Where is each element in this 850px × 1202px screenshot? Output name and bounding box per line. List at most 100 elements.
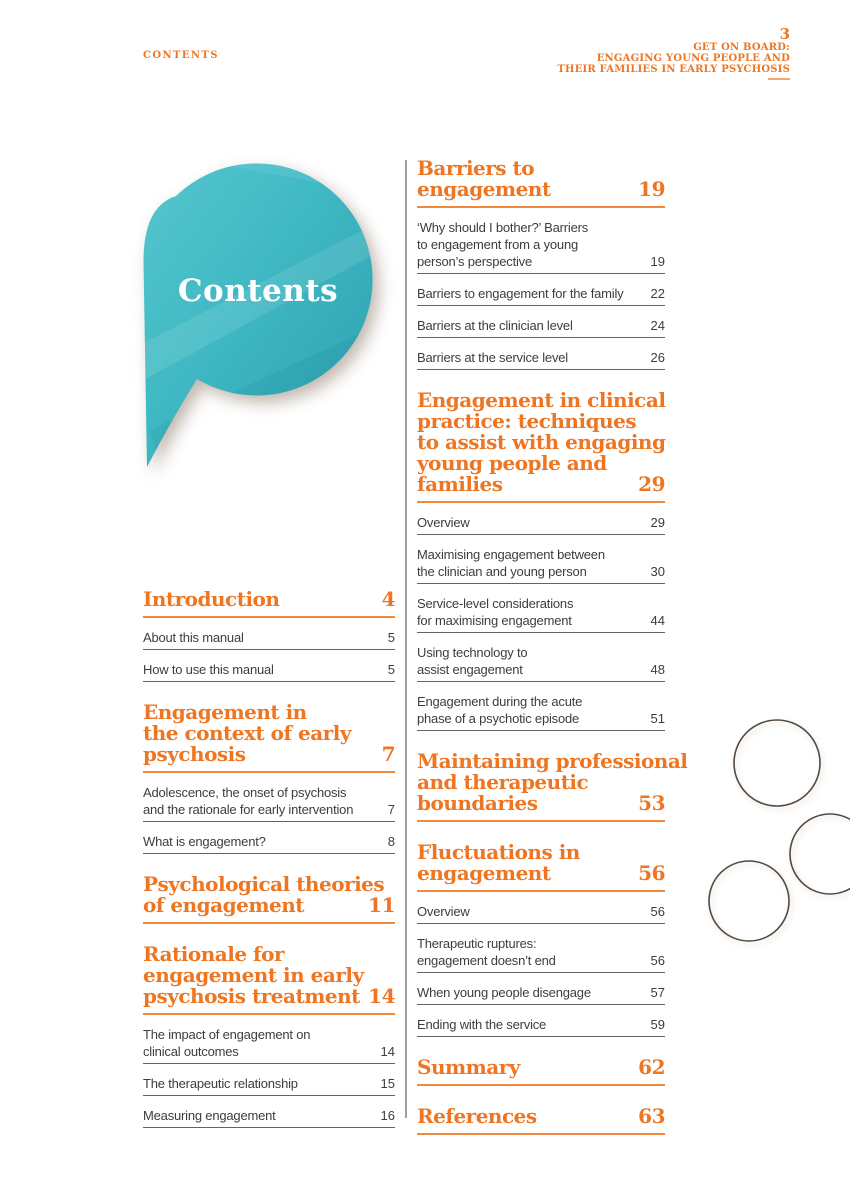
toc-entry-label: The impact of engagement on clinical outc… [143, 1026, 311, 1060]
toc-entry-label-line: engagement doesn’t end [417, 953, 556, 968]
toc-entry-label-line: Barriers at the clinician level [417, 318, 573, 333]
toc-heading-page-number: 53 [638, 791, 665, 815]
toc-entry-label: About this manual [143, 629, 244, 646]
toc-heading-page-number: 56 [638, 861, 665, 885]
toc-heading-text: engagement [417, 177, 551, 201]
toc-section-heading[interactable]: Engagement in the context of early psychos… [143, 702, 396, 773]
toc-heading-text: Rationale for [143, 942, 284, 966]
toc-entry-page-number: 14 [380, 1044, 395, 1059]
toc-entry[interactable]: ‘Why should I bother?’ Barriers to engage… [417, 219, 665, 274]
toc-section-heading[interactable]: References 63 [417, 1106, 665, 1135]
toc-entry-label: Overview [417, 903, 470, 920]
toc-section-heading[interactable]: Maintaining professional and therapeutic b… [417, 751, 688, 822]
toc-section: Fluctuations in engagement 56 Overview 56 The… [417, 842, 665, 1037]
toc-entry[interactable]: Overview 29 [417, 514, 665, 535]
toc-heading-text: Engagement in clinical [417, 388, 666, 412]
decorative-circle [733, 719, 821, 807]
toc-entry[interactable]: Adolescence, the onset of psychosis and t… [143, 784, 395, 822]
toc-entry[interactable]: How to use this manual 5 [143, 661, 395, 682]
toc-entry-page-number: 44 [650, 613, 665, 628]
toc-entry-label-line: About this manual [143, 630, 244, 645]
toc-section-heading[interactable]: Fluctuations in engagement 56 [417, 842, 665, 892]
toc-heading-line: engagement 19 [417, 179, 665, 200]
toc-section: Engagement in the context of early psychos… [143, 702, 396, 854]
toc-entry[interactable]: Barriers at the service level 26 [417, 349, 665, 370]
toc-entry-label-line: Overview [417, 515, 470, 530]
toc-entry-label-line: Overview [417, 904, 470, 919]
toc-entry-label-line: the clinician and young person [417, 564, 587, 579]
toc-heading-text: families [417, 472, 503, 496]
toc-section: Summary 62 [417, 1057, 665, 1086]
toc-section: Psychological theories of engagement 11 [143, 874, 395, 924]
toc-entry[interactable]: Ending with the service 59 [417, 1016, 665, 1037]
toc-entry[interactable]: Barriers to engagement for the family 22 [417, 285, 665, 306]
page-number: 3 [779, 25, 790, 43]
toc-heading-line: Summary 62 [417, 1057, 665, 1078]
toc-entry-page-number: 5 [387, 662, 395, 677]
toc-entry[interactable]: The therapeutic relationship 15 [143, 1075, 395, 1096]
toc-entry-label-line: Adolescence, the onset of psychosis [143, 785, 347, 800]
toc-entry-label: Maximising engagement between the clinici… [417, 546, 605, 580]
toc-section-heading[interactable]: Summary 62 [417, 1057, 665, 1086]
toc-heading-line: Introduction 4 [143, 589, 396, 610]
toc-heading-text: engagement [417, 861, 551, 885]
toc-entry-label-line: How to use this manual [143, 662, 274, 677]
toc-heading-line: Rationale for [143, 944, 395, 965]
toc-entry-label-line: Therapeutic ruptures: [417, 936, 537, 951]
toc-entry-label: Adolescence, the onset of psychosis and t… [143, 784, 353, 818]
toc-section-heading[interactable]: Introduction 4 [143, 589, 396, 618]
document-title-line: THEIR FAMILIES IN EARLY PSYCHOSIS [557, 64, 790, 75]
decorative-circle [789, 813, 850, 895]
toc-entry[interactable]: What is engagement? 8 [143, 833, 395, 854]
toc-heading-line: psychosis 7 [143, 744, 396, 765]
toc-heading-text: engagement in early [143, 963, 364, 987]
toc-entry-label-line: Using technology to [417, 645, 528, 660]
toc-entry-label: Ending with the service [417, 1016, 546, 1033]
toc-entry[interactable]: The impact of engagement on clinical outc… [143, 1026, 395, 1064]
toc-entry[interactable]: When young people disengage 57 [417, 984, 665, 1005]
toc-entry[interactable]: Barriers at the clinician level 24 [417, 317, 665, 338]
document-title-line: ENGAGING YOUNG PEOPLE AND [596, 53, 790, 64]
toc-entry-page-number: 59 [650, 1017, 665, 1032]
running-header-label: CONTENTS [143, 50, 219, 61]
page-title: Contents [178, 273, 338, 309]
toc-entry[interactable]: Engagement during the acute phase of a ps… [417, 693, 665, 731]
toc-heading-text: boundaries [417, 791, 538, 815]
toc-entry[interactable]: Service-level considerations for maximisi… [417, 595, 665, 633]
toc-entry-page-number: 30 [650, 564, 665, 579]
toc-entry-label: The therapeutic relationship [143, 1075, 298, 1092]
toc-entry-label-line: and the rationale for early intervention [143, 802, 354, 817]
toc-heading-line: Engagement in [143, 702, 395, 723]
toc-entry[interactable]: Therapeutic ruptures: engagement doesn’t … [417, 935, 665, 973]
toc-heading-line: Fluctuations in [417, 842, 665, 863]
toc-section-heading[interactable]: Psychological theories of engagement 11 [143, 874, 395, 924]
toc-section-heading[interactable]: Engagement in clinical practice: techniqu… [417, 388, 666, 503]
toc-entry-label: Therapeutic ruptures: engagement doesn’t … [417, 935, 556, 969]
toc-entry-page-number: 48 [650, 662, 665, 677]
toc-entry-label-line: Barriers at the service level [417, 350, 568, 365]
toc-entry[interactable]: Maximising engagement between the clinici… [417, 546, 665, 584]
toc-entry-page-number: 16 [380, 1108, 395, 1123]
toc-entry-page-number: 51 [650, 711, 665, 726]
toc-entry-label: Using technology to assist engagement [417, 644, 528, 678]
column-divider [405, 160, 407, 1118]
toc-entry-label: When young people disengage [417, 984, 591, 1001]
speech-bubble-shape [143, 163, 373, 468]
toc-entry[interactable]: Measuring engagement 16 [143, 1107, 395, 1128]
toc-section-heading[interactable]: Rationale for engagement in early psychosi… [143, 944, 395, 1015]
toc-entry-label-line: Barriers to engagement for the family [417, 286, 624, 301]
toc-heading-text: Summary [417, 1055, 520, 1079]
toc-entry[interactable]: Using technology to assist engagement 48 [417, 644, 665, 682]
title-underline-accent [768, 78, 790, 80]
toc-section-heading[interactable]: Barriers to engagement 19 [417, 158, 665, 208]
toc-entry-page-number: 19 [650, 254, 665, 269]
toc-heading-text: the context of early [143, 721, 351, 745]
decorative-circles [708, 719, 850, 942]
toc-entry[interactable]: Overview 56 [417, 903, 665, 924]
toc-entry-label: How to use this manual [143, 661, 274, 678]
toc-heading-line: Psychological theories [143, 874, 395, 895]
toc-entry[interactable]: About this manual 5 [143, 629, 395, 650]
toc-entry-label: Overview [417, 514, 470, 531]
toc-entry-page-number: 15 [380, 1076, 395, 1091]
